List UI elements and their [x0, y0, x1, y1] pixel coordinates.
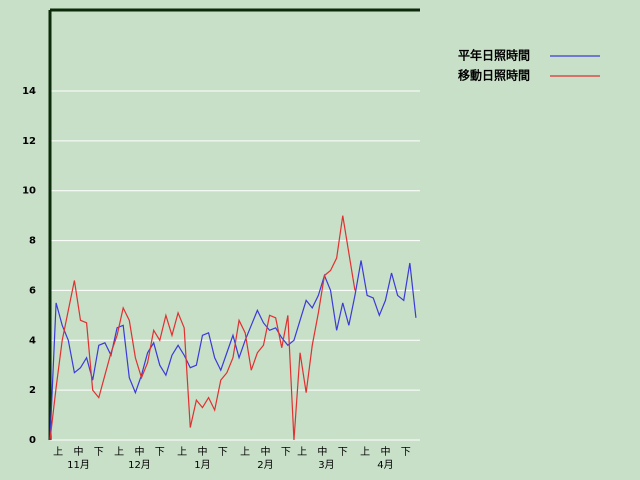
x-tick-label: 下 [218, 447, 228, 458]
x-tick-label: 上 [177, 446, 187, 458]
y-tick-label: 14 [22, 86, 36, 97]
month-label: 2月 [257, 459, 273, 471]
x-tick-label: 上 [360, 446, 370, 458]
y-tick-label: 6 [29, 285, 36, 296]
x-tick-label: 上 [53, 446, 63, 458]
month-label: 3月 [318, 459, 334, 471]
x-tick-label: 下 [94, 447, 104, 458]
x-tick-label: 中 [380, 445, 390, 458]
month-label: 1月 [194, 459, 210, 471]
x-tick-label: 上 [297, 446, 307, 458]
month-label: 11月 [67, 459, 90, 471]
legend-label: 移動日照時間 [458, 68, 530, 83]
series-line [49, 260, 417, 441]
x-tick-label: 中 [197, 445, 207, 458]
x-tick-label: 下 [338, 447, 348, 458]
y-tick-label: 12 [22, 136, 36, 147]
series-line [49, 215, 356, 441]
month-label: 12月 [128, 459, 151, 471]
y-tick-label: 0 [29, 435, 36, 446]
x-tick-label: 中 [260, 445, 270, 458]
x-tick-label: 下 [155, 447, 165, 458]
x-tick-label: 上 [114, 446, 124, 458]
x-tick-label: 下 [281, 447, 291, 458]
legend-label: 平年日照時間 [458, 48, 530, 63]
x-tick-label: 中 [73, 445, 83, 458]
y-tick-label: 4 [29, 335, 36, 346]
x-tick-label: 中 [317, 445, 327, 458]
month-label: 4月 [377, 459, 393, 471]
y-tick-label: 8 [29, 236, 36, 247]
x-tick-label: 中 [134, 445, 144, 458]
x-tick-label: 上 [240, 446, 250, 458]
y-tick-label: 10 [22, 186, 36, 197]
x-tick-label: 下 [401, 447, 411, 458]
y-tick-label: 2 [29, 385, 36, 396]
